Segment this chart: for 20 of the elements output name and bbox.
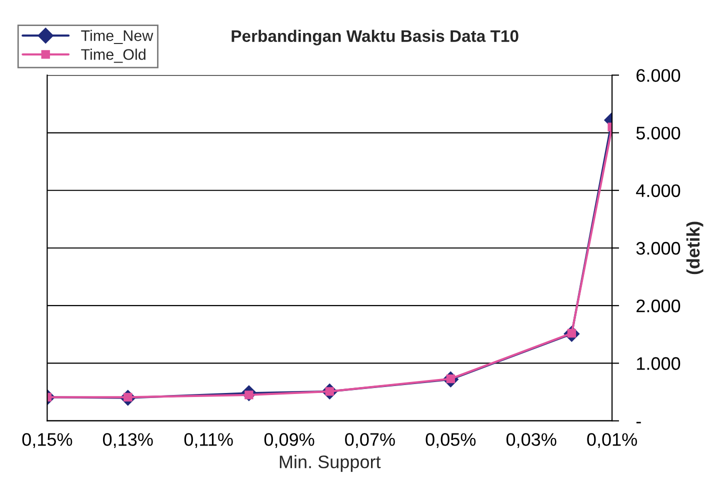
x-tick-label: 0,09% [264, 433, 314, 448]
x-tick-label: 0,01% [587, 433, 637, 448]
legend-label: Time_New [81, 30, 154, 44]
x-tick-label: 0,07% [345, 433, 395, 448]
x-tick-label: 0,03% [506, 433, 556, 448]
y-tick-label: 6.000 [636, 69, 680, 82]
y-tick-label: 2.000 [636, 300, 680, 312]
y-axis-title: (detik) [686, 222, 704, 274]
x-tick-label: 0,11% [184, 433, 233, 448]
legend-label: Time_Old [81, 48, 146, 63]
x-tick-label: 0,13% [102, 433, 153, 448]
x-tick-label: 0,15% [22, 433, 72, 448]
y-tick-label: - [636, 422, 641, 424]
y-tick-label: 5.000 [636, 126, 680, 140]
y-tick-label: 4.000 [636, 184, 680, 198]
y-tick-label: 1.000 [637, 357, 680, 370]
chart-title: Perbandingan Waktu Basis Data T10 [232, 30, 518, 46]
x-tick-label: 0,05% [426, 433, 476, 448]
x-axis-title: Min. Support [280, 455, 381, 472]
y-tick-label: 3.000 [636, 242, 680, 255]
